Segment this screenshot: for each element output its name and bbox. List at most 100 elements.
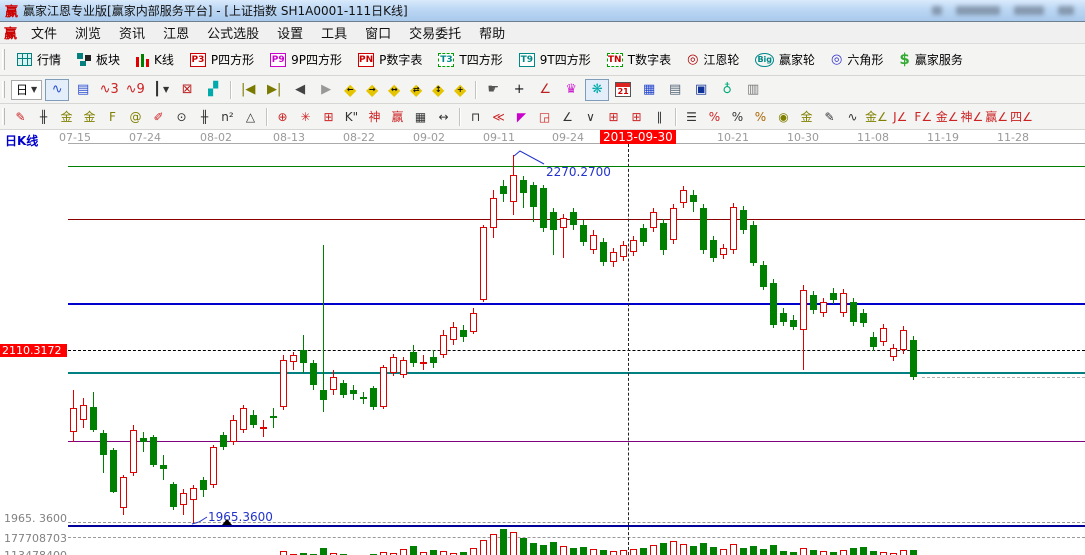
volume-profile-icon[interactable]: ▞ bbox=[201, 79, 225, 101]
menu-formula-stock-pick[interactable]: 公式选股 bbox=[207, 27, 260, 42]
toolbar-button-kline[interactable]: K线 bbox=[128, 47, 182, 73]
save-icon[interactable]: ▣ bbox=[689, 79, 713, 101]
calculator-icon[interactable]: ▦ bbox=[637, 79, 661, 101]
menu-gann[interactable]: 江恩 bbox=[163, 27, 190, 42]
star-rays-icon[interactable]: ✳ bbox=[300, 109, 311, 124]
width-measure-icon[interactable]: ↔ bbox=[438, 109, 449, 124]
tick-ruler-icon[interactable]: ╫ bbox=[39, 109, 48, 124]
menu-file[interactable]: 文件 bbox=[31, 27, 58, 42]
volume-bar bbox=[530, 543, 537, 555]
notes-icon[interactable]: ▤ bbox=[663, 79, 687, 101]
pencil-red-icon[interactable]: ✎ bbox=[15, 109, 26, 124]
gold-section-icon[interactable]: 金 bbox=[60, 110, 73, 124]
shen-angle-icon[interactable]: 神∠ bbox=[960, 110, 984, 124]
toolbar-button-quotes[interactable]: 行情 bbox=[9, 47, 69, 73]
wave-count-icon[interactable]: ⊠ bbox=[175, 79, 199, 101]
compress-horizontal-icon[interactable]: ◆ ⇄ bbox=[410, 80, 423, 99]
check-wave-icon[interactable]: ∨ bbox=[586, 109, 595, 124]
zoom-all-icon[interactable]: ◆ + bbox=[454, 80, 467, 99]
shen-tool-icon[interactable]: 神 bbox=[368, 110, 381, 124]
expand-horizontal-icon[interactable]: ◆ ↔ bbox=[388, 80, 401, 99]
calendar-icon[interactable]: 21 bbox=[611, 79, 635, 101]
toolbar-grip[interactable] bbox=[2, 80, 5, 99]
si-angle-icon[interactable]: 四∠ bbox=[1010, 110, 1033, 124]
menu-tools[interactable]: 工具 bbox=[321, 27, 348, 42]
prev-bar-icon[interactable]: ◀ bbox=[288, 79, 312, 101]
gold-level-icon[interactable]: 金 bbox=[800, 110, 813, 124]
pencil-marker-icon[interactable]: ✐ bbox=[153, 109, 164, 124]
red-grid-shift-icon[interactable]: ⊞ bbox=[631, 109, 642, 124]
toolbar-button-t-number-table[interactable]: TN T数字表 bbox=[599, 47, 679, 73]
toolbar-button-p-square[interactable]: P3 P四方形 bbox=[182, 47, 262, 73]
candle-style-dropdown[interactable]: ┃ ▼ bbox=[149, 79, 173, 101]
menu-browse[interactable]: 浏览 bbox=[75, 27, 102, 42]
percent-level-icon[interactable]: % bbox=[754, 109, 767, 124]
gold-angle-red-icon[interactable]: 金∠ bbox=[935, 110, 959, 124]
period-day-dropdown[interactable]: 日 ▼ bbox=[11, 79, 43, 100]
pan-hand-icon[interactable]: ☛ bbox=[481, 79, 505, 101]
last-bar-icon[interactable]: ▶| bbox=[262, 79, 286, 101]
report-icon[interactable]: ▤ bbox=[71, 79, 95, 101]
menu-window[interactable]: 窗口 bbox=[365, 27, 392, 42]
toolbar-button-hexagon[interactable]: ◎ 六角形 bbox=[823, 47, 891, 73]
level-list-icon[interactable]: ☰ bbox=[686, 109, 697, 124]
n-squared-icon[interactable]: n² bbox=[221, 109, 234, 124]
parallel-lines-icon[interactable]: ∥ bbox=[656, 109, 663, 124]
j-angle-icon[interactable]: J∠ bbox=[893, 109, 908, 124]
time-cycle-icon[interactable]: ⊙ bbox=[176, 109, 187, 124]
percent-seven-icon[interactable]: % bbox=[708, 109, 721, 124]
toolbar-button-winner-service[interactable]: $ 赢家服务 bbox=[891, 47, 970, 73]
percent-icon[interactable]: % bbox=[731, 109, 744, 124]
toolbar-grip[interactable] bbox=[2, 108, 5, 125]
ying-angle-icon[interactable]: 赢∠ bbox=[985, 110, 1009, 124]
crosshair-icon[interactable]: + bbox=[507, 79, 531, 101]
tick-ruler2-icon[interactable]: ╫ bbox=[200, 109, 209, 124]
menu-trade-entrust[interactable]: 交易委托 bbox=[409, 27, 462, 42]
fan-lines-icon[interactable]: ≪ bbox=[492, 109, 505, 124]
gold-circle-icon[interactable]: ◉ bbox=[778, 109, 789, 124]
menu-help[interactable]: 帮助 bbox=[479, 27, 506, 42]
gann-tool-icon[interactable]: ♛ bbox=[559, 79, 583, 101]
smart-analysis-icon[interactable]: ❋ bbox=[585, 78, 610, 101]
angle-triangle-icon[interactable]: △ bbox=[245, 109, 256, 124]
volume-bar bbox=[570, 548, 577, 555]
toolbar-button-winner-wheel[interactable]: Big 赢家轮 bbox=[747, 47, 823, 73]
toolbar-button-p-number-table[interactable]: PN P数字表 bbox=[350, 47, 430, 73]
toolbar-button-sectors[interactable]: 板块 bbox=[69, 47, 128, 73]
angle-tool-icon[interactable]: ∠ bbox=[533, 79, 557, 101]
frame-measure-icon[interactable]: ⊓ bbox=[470, 109, 481, 124]
pencil-note-icon[interactable]: ✎ bbox=[824, 109, 835, 124]
menu-settings[interactable]: 设置 bbox=[277, 27, 304, 42]
red-grid-icon[interactable]: ⊞ bbox=[608, 109, 619, 124]
gann-grid-icon[interactable]: ⊞ bbox=[323, 109, 334, 124]
f-angle-icon[interactable]: F∠ bbox=[914, 109, 933, 124]
toolbar-grip[interactable] bbox=[2, 49, 5, 70]
zigzag-9-icon[interactable]: ∿9 bbox=[123, 79, 147, 101]
gann-fan-circle-icon[interactable]: ⊕ bbox=[277, 109, 288, 124]
fan-grid-icon[interactable]: ◲ bbox=[538, 109, 551, 124]
toolbar-button-p9-square[interactable]: P9 9P四方形 bbox=[262, 47, 350, 73]
expand-vertical-icon[interactable]: ◆ ↕ bbox=[432, 80, 445, 99]
toolbar-button-t9-square[interactable]: T9 9T四方形 bbox=[511, 47, 599, 73]
first-bar-icon[interactable]: |◀ bbox=[236, 79, 260, 101]
fan-box-icon[interactable]: ◤ bbox=[516, 109, 527, 124]
f-section-icon[interactable]: F bbox=[109, 109, 116, 124]
workstation-icon[interactable]: ▥ bbox=[741, 79, 765, 101]
k-quote-icon[interactable]: K" bbox=[344, 109, 359, 124]
gold-price-icon[interactable]: 金 bbox=[83, 110, 96, 124]
gold-angle-icon[interactable]: 金∠ bbox=[865, 110, 888, 124]
trend-angle-icon[interactable]: ∠ bbox=[562, 109, 573, 124]
next-bar-icon[interactable]: ▶ bbox=[314, 79, 338, 101]
shift-left-icon[interactable]: ◆ ← bbox=[344, 80, 357, 99]
toolbar-button-t-square[interactable]: T3 T四方形 bbox=[430, 47, 510, 73]
menu-news[interactable]: 资讯 bbox=[119, 27, 146, 42]
zigzag-3-icon[interactable]: ∿3 bbox=[97, 79, 121, 101]
wave-panel-icon[interactable]: ∿ bbox=[45, 78, 70, 101]
toolbar-button-gann-wheel[interactable]: ◎ 江恩轮 bbox=[679, 47, 747, 73]
network-icon[interactable]: ♁ bbox=[715, 79, 739, 101]
number-grid-icon[interactable]: ▦ bbox=[414, 109, 427, 124]
ying-tool-icon[interactable]: 赢 bbox=[391, 110, 404, 124]
wave-amp-icon[interactable]: ∿ bbox=[847, 109, 858, 124]
shift-right-icon[interactable]: ◆ → bbox=[366, 80, 379, 99]
spiral-icon[interactable]: @ bbox=[129, 109, 142, 124]
